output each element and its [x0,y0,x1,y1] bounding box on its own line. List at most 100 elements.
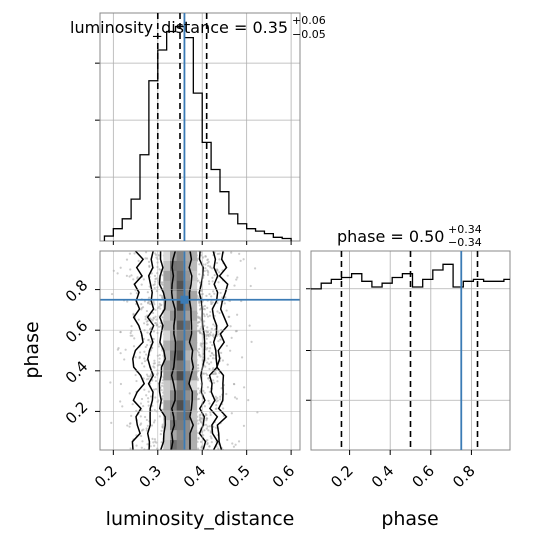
scatter-point [206,306,209,309]
scatter-point [199,413,202,416]
density-cell [163,290,171,302]
scatter-point [213,372,216,376]
scatter-point [128,275,131,278]
scatter-point [146,424,149,427]
scatter-point [226,438,229,442]
scatter-point [217,281,220,284]
scatter-point [129,331,132,335]
scatter-point [146,397,150,400]
density-cell [183,420,191,431]
scatter-point [150,424,154,427]
scatter-point [204,267,207,270]
scatter-point [136,277,139,280]
scatter-point [153,359,156,362]
scatter-point [149,340,152,343]
y-tick-label: 0.6 [62,317,92,347]
scatter-point [226,363,229,366]
scatter-point [198,347,201,351]
scatter-point [153,303,156,306]
scatter-point [223,302,226,305]
scatter-point [216,380,219,383]
scatter-point [197,364,200,367]
contour-line [208,251,219,450]
scatter-point [144,345,147,349]
density-cell [190,440,198,450]
scatter-point [134,373,137,377]
scatter-point [119,400,122,403]
scatter-point [157,345,160,348]
x-tick-label: 0.2 [327,462,357,492]
scatter-point [109,381,112,384]
scatter-point [147,296,151,299]
scatter-point [211,280,214,283]
scatter-point [235,278,238,281]
panel-bottom-right: 0.2 0.4 0.6 0.8 [306,250,511,492]
scatter-point [129,334,132,337]
density-cell [183,310,191,322]
scatter-point [140,446,143,449]
scatter-point [137,259,140,262]
scatter-point [154,440,157,443]
density-cell [176,420,184,431]
scatter-point [224,296,227,299]
scatter-point [132,345,136,348]
scatter-point [116,272,119,275]
scatter-point [208,367,211,371]
scatter-point [209,411,212,414]
density-layer [109,251,259,450]
scatter-point [209,347,212,350]
scatter-point [134,356,137,359]
scatter-point [129,268,132,271]
contour-line [216,251,229,450]
scatter-point [157,254,160,257]
density-cell [176,430,184,441]
scatter-point [214,324,217,328]
scatter-point [155,322,158,325]
scatter-point [205,342,208,345]
scatter-point [119,266,122,269]
scatter-point [204,263,207,266]
scatter-point [130,414,133,418]
density-cell [163,350,171,361]
density-cell [170,370,178,381]
scatter-point [145,427,148,430]
scatter-point [205,423,208,426]
density-cell [163,270,171,282]
scatter-point [211,343,214,347]
scatter-point [140,362,144,365]
scatter-point [203,308,206,311]
density-cell [176,280,184,292]
scatter-point [203,304,207,308]
scatter-point [138,351,142,354]
scatter-point [211,276,214,279]
scatter-point [204,333,208,336]
density-cell [163,340,171,351]
density-cell [190,270,198,282]
scatter-point [148,302,152,306]
scatter-point [158,268,161,271]
scatter-point [209,354,212,357]
scatter-point [158,361,161,364]
density-cell [183,260,191,272]
scatter-point [117,347,120,350]
scatter-point [110,421,113,425]
density-cell [190,390,198,401]
scatter-point [132,313,135,316]
scatter-point [158,305,161,308]
scatter-point [198,416,202,419]
density-cell [190,251,198,262]
scatter-point [209,341,212,344]
scatter-point [128,425,131,428]
scatter-point [206,373,209,376]
scatter-point [203,429,206,432]
scatter-point [146,375,150,378]
scatter-point [153,283,156,286]
scatter-point [197,387,200,390]
scatter-point [140,283,143,286]
scatter-point [152,421,156,424]
scatter-point [158,357,161,360]
scatter-point [219,398,222,401]
scatter-point [158,325,161,328]
density-cell [163,260,171,272]
scatter-point [210,302,213,305]
